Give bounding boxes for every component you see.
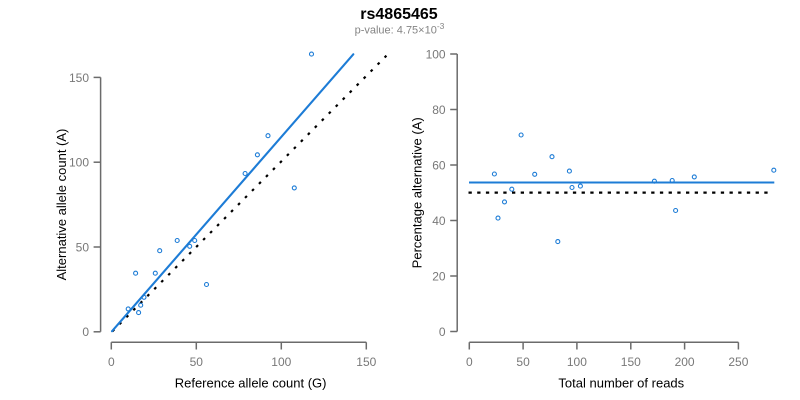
svg-text:50: 50 — [516, 355, 530, 369]
svg-text:100: 100 — [426, 47, 446, 61]
svg-text:Percentage alternative (A): Percentage alternative (A) — [410, 117, 425, 268]
svg-text:100: 100 — [69, 156, 89, 170]
svg-text:Alternative allele count (A): Alternative allele count (A) — [54, 129, 69, 281]
svg-text:rs4865465: rs4865465 — [360, 6, 438, 23]
svg-text:80: 80 — [432, 103, 446, 117]
svg-text:150: 150 — [621, 355, 641, 369]
svg-text:100: 100 — [271, 355, 291, 369]
svg-text:50: 50 — [76, 240, 90, 254]
svg-text:60: 60 — [432, 158, 446, 172]
svg-text:0: 0 — [466, 355, 473, 369]
svg-text:150: 150 — [69, 71, 89, 85]
svg-text:40: 40 — [432, 214, 446, 228]
svg-text:Total number of reads: Total number of reads — [558, 376, 684, 391]
svg-text:100: 100 — [567, 355, 587, 369]
svg-text:50: 50 — [190, 355, 204, 369]
svg-text:Reference allele count (G): Reference allele count (G) — [175, 376, 327, 391]
svg-text:150: 150 — [356, 355, 376, 369]
svg-text:0: 0 — [82, 325, 89, 339]
svg-text:200: 200 — [675, 355, 695, 369]
svg-text:0: 0 — [108, 355, 115, 369]
svg-text:20: 20 — [432, 269, 446, 283]
svg-text:250: 250 — [728, 355, 748, 369]
svg-text:0: 0 — [439, 325, 446, 339]
svg-text:p-value: 4.75×10-3: p-value: 4.75×10-3 — [355, 21, 445, 37]
